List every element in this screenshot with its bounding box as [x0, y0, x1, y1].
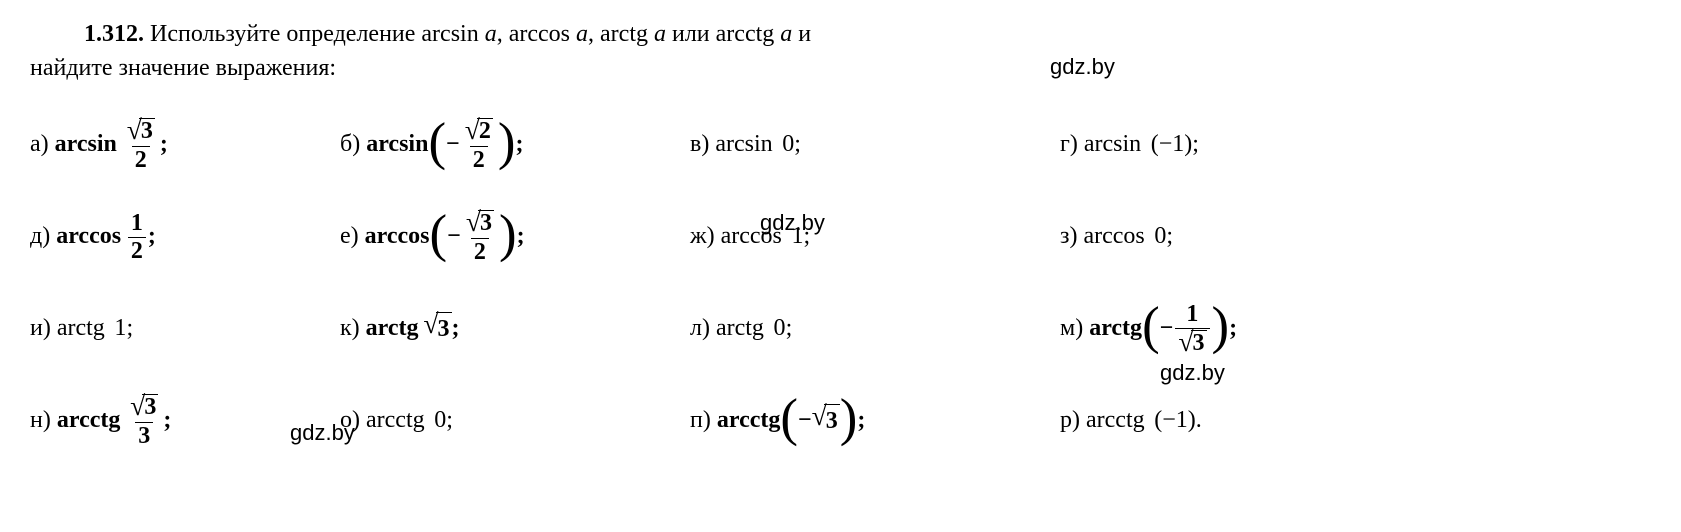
item-letter: б)	[340, 128, 360, 162]
watermark: gdz.by	[760, 208, 825, 239]
intro-and: и	[792, 21, 811, 47]
terminator: ;	[1192, 128, 1199, 162]
function-name: arctg	[57, 312, 105, 346]
function-name: arctg	[716, 312, 764, 346]
terminator: ;	[517, 220, 525, 254]
function-name: arccos	[1083, 220, 1144, 254]
math-expression: arcsin √32	[55, 118, 160, 173]
terminator: ;	[160, 128, 168, 162]
terminator: ;	[786, 312, 793, 346]
item-letter: к)	[340, 312, 360, 346]
item-k: к)arctg √3;	[340, 312, 690, 347]
function-name: arcsin	[366, 128, 428, 162]
function-name: arcctg	[1086, 404, 1145, 438]
math-expression: arcctg √33	[57, 394, 163, 449]
math-expression: arcsin (−1)	[1084, 128, 1192, 162]
item-i: и)arctg 1;	[30, 312, 340, 346]
item-o: о)arcctg 0;	[340, 404, 690, 438]
math-expression: arccos 0	[1083, 220, 1166, 254]
item-g: г)arcsin (−1);	[1060, 128, 1380, 162]
function-name: arcsin	[55, 128, 117, 162]
math-expression: arcsin 0	[715, 128, 794, 162]
item-letter: м)	[1060, 312, 1083, 346]
problem-number: 1.312.	[84, 21, 144, 47]
function-name: arcctg	[366, 404, 425, 438]
item-letter: л)	[690, 312, 710, 346]
item-letter: е)	[340, 220, 359, 254]
terminator: ;	[452, 312, 460, 346]
intro-or: или arcctg	[666, 21, 774, 47]
item-m: м)arctg(−1√3);	[1060, 302, 1380, 357]
item-e: е)arccos(−√32);	[340, 210, 690, 265]
item-letter: д)	[30, 220, 50, 254]
math-expression: arcsin(−√22)	[366, 118, 515, 173]
watermark: gdz.by	[1050, 52, 1115, 83]
watermark: gdz.by	[1160, 358, 1225, 389]
item-z: з)arccos 0;	[1060, 220, 1380, 254]
item-letter: а)	[30, 128, 49, 162]
function-name: arctg	[366, 312, 419, 346]
terminator: ;	[794, 128, 801, 162]
item-letter: р)	[1060, 404, 1080, 438]
math-expression: arctg 1	[57, 312, 127, 346]
item-letter: г)	[1060, 128, 1078, 162]
terminator: ;	[126, 312, 133, 346]
intro-a2: a	[576, 21, 588, 47]
item-v: в)arcsin 0;	[690, 128, 1060, 162]
terminator: ;	[1166, 220, 1173, 254]
terminator: ;	[163, 404, 171, 438]
function-name: arccos	[365, 220, 430, 254]
function-name: arcctg	[57, 404, 121, 438]
math-expression: arctg √3	[366, 312, 452, 347]
exercise-block: 1.312. Используйте определение arcsin a,…	[30, 18, 1651, 467]
math-expression: arctg 0	[716, 312, 786, 346]
function-name: arccos	[56, 220, 121, 254]
item-d: д)arccos 12;	[30, 211, 340, 264]
row-2: д)arccos 12; е)arccos(−√32); ж)arccos 1;…	[30, 191, 1651, 283]
item-l: л)arctg 0;	[690, 312, 1060, 346]
intro-line2: найдите значение выражения:	[30, 55, 336, 81]
terminator: ;	[148, 220, 156, 254]
terminator: ;	[1229, 312, 1237, 346]
intro-c1: , arccos	[497, 21, 570, 47]
function-name: arcsin	[1084, 128, 1141, 162]
item-b: б)arcsin(−√22);	[340, 118, 690, 173]
item-a: а)arcsin √32;	[30, 118, 340, 173]
function-name: arctg	[1089, 312, 1142, 346]
math-expression: arcctg 0	[366, 404, 446, 438]
terminator: .	[1196, 404, 1202, 438]
item-letter: и)	[30, 312, 51, 346]
terminator: ;	[857, 404, 865, 438]
item-zh: ж)arccos 1;	[690, 220, 1060, 254]
item-letter: з)	[1060, 220, 1077, 254]
row-1: а)arcsin √32; б)arcsin(−√22); в)arcsin 0…	[30, 99, 1651, 191]
intro-a3: a	[654, 21, 666, 47]
item-letter: п)	[690, 404, 711, 438]
math-expression: arcctg(−√3)	[717, 401, 858, 441]
intro-a4: a	[780, 21, 792, 47]
intro-a1: a	[485, 21, 497, 47]
row-4: н)arcctg √33; о)arcctg 0; п)arcctg(−√3);…	[30, 375, 1651, 467]
row-3: и)arctg 1; к)arctg √3; л)arctg 0; м)arct…	[30, 283, 1651, 375]
math-expression: arcctg (−1)	[1086, 404, 1196, 438]
intro-c2: , arctg	[588, 21, 648, 47]
watermark: gdz.by	[290, 418, 355, 449]
problem-intro: 1.312. Используйте определение arcsin a,…	[30, 18, 1651, 85]
math-expression: arccos 12	[56, 211, 148, 264]
function-name: arcsin	[715, 128, 772, 162]
item-letter: ж)	[690, 220, 715, 254]
item-letter: н)	[30, 404, 51, 438]
item-r: р)arcctg (−1).	[1060, 404, 1380, 438]
item-p: п)arcctg(−√3);	[690, 401, 1060, 441]
math-expression: arctg(−1√3)	[1089, 302, 1229, 357]
terminator: ;	[515, 128, 523, 162]
terminator: ;	[446, 404, 453, 438]
intro-text-1: Используйте определение arcsin	[150, 21, 479, 47]
function-name: arcctg	[717, 404, 781, 438]
math-expression: arccos(−√32)	[365, 210, 517, 265]
item-letter: в)	[690, 128, 709, 162]
